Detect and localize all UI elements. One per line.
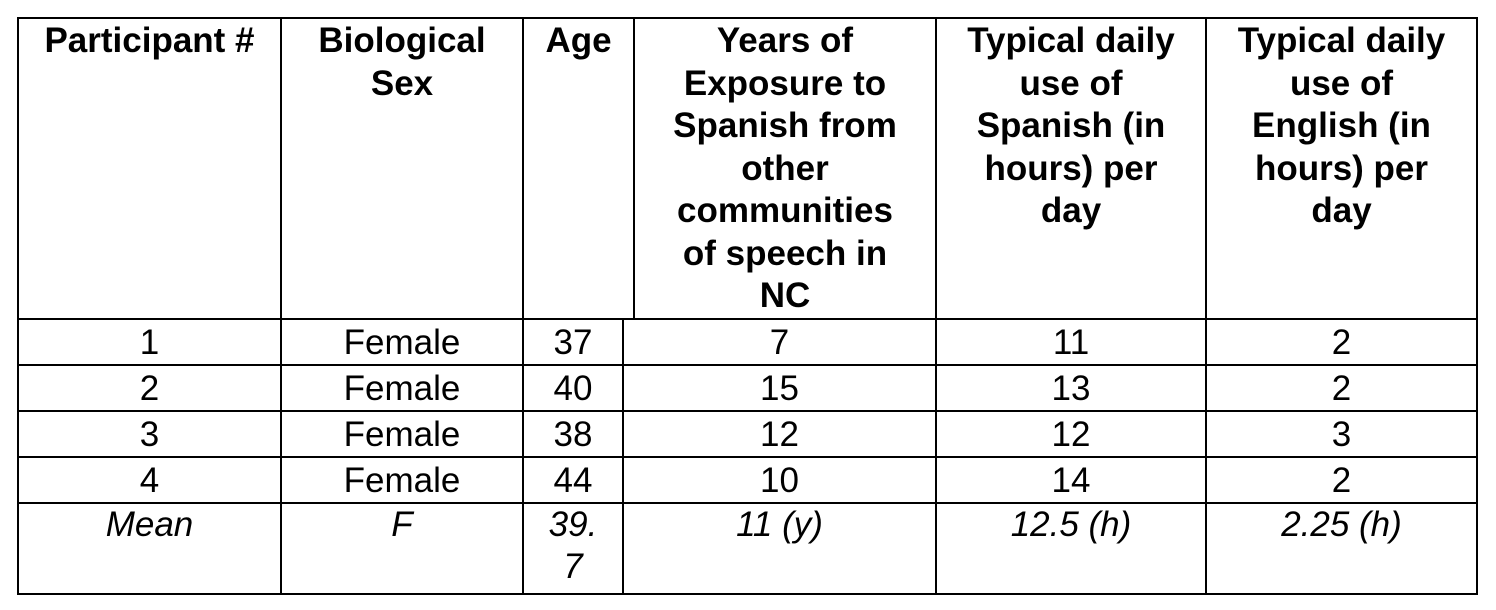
column-divider — [1205, 17, 1207, 595]
cell-years-exposure: 15 — [760, 369, 799, 408]
header-line: day — [1311, 191, 1372, 230]
table-right-border — [1476, 17, 1478, 595]
cell-spanish-hours: 12 — [1051, 415, 1091, 454]
column-divider-body — [622, 318, 624, 595]
header-line: English (in — [1252, 106, 1431, 145]
header-age: Age — [524, 20, 633, 63]
cell-english-hours: 2 — [1331, 323, 1352, 362]
table-top-border — [18, 17, 1478, 19]
header-line: hours) per — [984, 148, 1158, 188]
column-divider — [522, 17, 524, 595]
mean-english-hours: 2.25 (h) — [1281, 505, 1402, 544]
cell-english-hours: 2 — [1331, 461, 1352, 500]
header-biological-sex: Biological Sex — [282, 20, 522, 105]
column-divider — [935, 17, 937, 595]
header-line: Years of — [716, 21, 854, 60]
cell-english-hours: 2 — [1331, 369, 1352, 408]
header-line: use of — [1289, 63, 1394, 103]
mean-spanish-hours: 12.5 (h) — [1010, 505, 1132, 544]
header-line: use of — [1019, 63, 1123, 103]
cell-sex: Female — [343, 369, 461, 408]
header-line: NC — [759, 276, 811, 315]
header-line: communities — [677, 191, 893, 230]
row-divider — [18, 456, 1478, 458]
cell-years-exposure: 12 — [760, 415, 799, 454]
cell-age: 38 — [553, 415, 593, 454]
header-line: Sex — [370, 63, 434, 103]
header-line: of speech in — [682, 233, 888, 273]
table-bottom-border — [18, 593, 1478, 595]
mean-age-line: 7 — [563, 547, 583, 586]
cell-sex: Female — [343, 461, 461, 500]
mean-age-line: 39. — [548, 505, 598, 544]
mean-label: Mean — [105, 505, 194, 544]
header-line: Age — [545, 21, 612, 60]
header-english-use: Typical daily use of English (in hours) … — [1207, 20, 1476, 233]
header-line: day — [1040, 191, 1102, 230]
header-spanish-use: Typical daily use of Spanish (in hours) … — [937, 20, 1205, 233]
cell-participant: 2 — [139, 369, 160, 408]
column-divider-header — [633, 17, 635, 320]
header-line: Exposure to — [683, 63, 887, 103]
header-participant: Participant # — [19, 20, 280, 63]
header-line: Spanish from — [673, 106, 897, 145]
mean-years-exposure: 11 (y) — [736, 505, 823, 544]
cell-years-exposure: 7 — [769, 323, 790, 362]
cell-years-exposure: 10 — [760, 461, 799, 500]
cell-age: 44 — [553, 461, 593, 500]
row-divider — [18, 410, 1478, 412]
cell-sex: Female — [343, 323, 461, 362]
mean-sex: F — [391, 505, 413, 544]
header-line: Spanish (in — [976, 106, 1166, 145]
row-divider — [18, 502, 1478, 504]
header-years-exposure: Years of Exposure to Spanish from other … — [635, 20, 935, 318]
column-divider — [280, 17, 282, 595]
header-line: Typical daily — [967, 21, 1175, 60]
header-bottom-border — [18, 318, 1478, 320]
cell-participant: 4 — [139, 461, 160, 500]
cell-participant: 1 — [139, 323, 160, 362]
cell-spanish-hours: 13 — [1051, 369, 1091, 408]
cell-spanish-hours: 11 — [1052, 323, 1090, 362]
mean-age: 39. 7 — [524, 504, 622, 588]
header-line: hours) per — [1254, 148, 1429, 188]
cell-english-hours: 3 — [1331, 415, 1352, 454]
header-line: Participant # — [44, 21, 255, 60]
header-line: Biological — [318, 21, 486, 60]
cell-age: 40 — [553, 369, 593, 408]
header-line: Typical daily — [1237, 21, 1446, 60]
table-left-border — [17, 17, 19, 595]
cell-participant: 3 — [139, 415, 160, 454]
cell-age: 37 — [553, 323, 593, 362]
cell-spanish-hours: 14 — [1051, 461, 1091, 500]
row-divider — [18, 364, 1478, 366]
cell-sex: Female — [343, 415, 461, 454]
header-line: other — [741, 148, 829, 188]
